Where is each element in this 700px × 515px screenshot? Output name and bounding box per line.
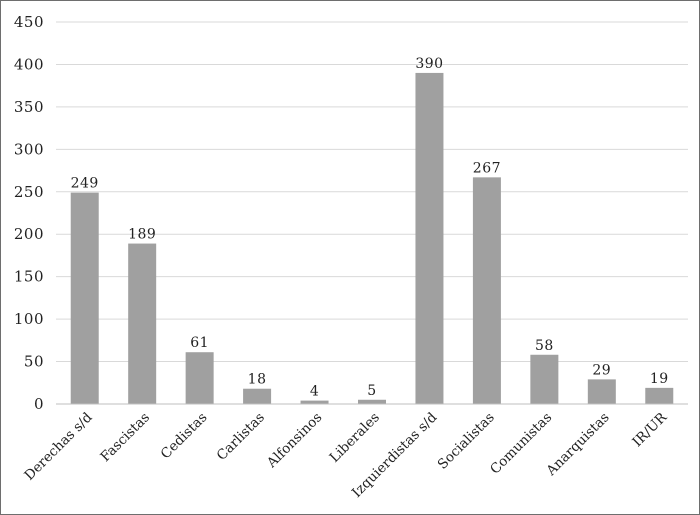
x-tick-label: Alfonsinos (263, 409, 325, 471)
x-tick-label: Cedistas (158, 409, 211, 462)
bar (70, 192, 99, 404)
data-label: 249 (71, 176, 99, 192)
data-label: 58 (535, 338, 554, 354)
bar (415, 72, 444, 404)
y-tick-label: 100 (14, 310, 44, 328)
data-label: 61 (190, 335, 209, 351)
gridlines (56, 21, 688, 363)
data-label: 18 (248, 372, 267, 388)
y-tick-label: 200 (14, 225, 44, 243)
data-label: 19 (650, 371, 669, 387)
y-tick-label: 50 (24, 353, 44, 371)
x-tick-label: Socialistas (435, 409, 498, 472)
bar (300, 400, 329, 404)
y-axis: 0 50 100 150 200 250 300 350 400 450 (14, 13, 44, 413)
bar (472, 177, 501, 404)
bar (587, 379, 616, 404)
y-tick-label: 250 (14, 183, 44, 201)
y-tick-label: 350 (14, 98, 44, 116)
data-label: 390 (415, 56, 443, 72)
x-tick-label: Liberales (327, 409, 383, 465)
data-label: 29 (592, 362, 611, 378)
x-tick-label: Fascistas (97, 409, 153, 465)
x-tick-label: IR/UR (629, 409, 670, 450)
bar (185, 352, 214, 404)
y-tick-label: 450 (14, 13, 44, 31)
data-label: 4 (310, 384, 319, 400)
data-labels: 249 189 61 18 4 5 390 267 58 29 19 (71, 56, 669, 400)
bar (243, 388, 272, 404)
bar (645, 387, 674, 404)
bar (128, 243, 157, 404)
data-label: 189 (128, 227, 156, 243)
y-tick-label: 300 (14, 140, 44, 158)
data-label: 5 (367, 383, 376, 399)
bar (530, 354, 559, 404)
y-tick-label: 400 (14, 55, 44, 73)
bar (358, 399, 386, 404)
x-tick-label: Derechas s/d (21, 409, 95, 483)
y-tick-label: 150 (14, 268, 44, 286)
bars (70, 72, 674, 404)
y-tick-label: 0 (34, 395, 44, 413)
x-axis: Derechas s/d Fascistas Cedistas CarlistasAl… (21, 403, 688, 501)
data-label: 267 (473, 160, 501, 176)
x-tick-label: Carlistas (214, 409, 268, 463)
